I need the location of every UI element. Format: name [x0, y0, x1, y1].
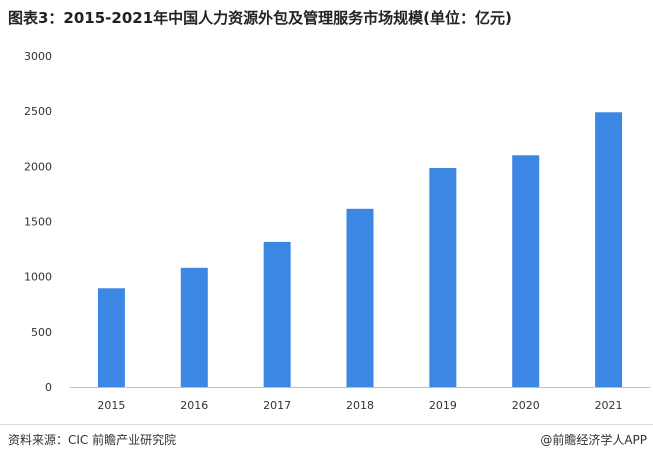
footer-divider	[0, 424, 653, 425]
x-tick-label: 2018	[346, 399, 374, 412]
y-tick-label: 500	[31, 326, 52, 339]
y-tick-label: 1500	[24, 216, 52, 229]
x-tick-label: 2015	[97, 399, 125, 412]
x-axis-ticks: 2015 2016 2017 2018 2019 2020 2021	[97, 399, 622, 412]
y-tick-label: 3000	[24, 50, 52, 63]
brand-mark: @前瞻经济学人APP	[540, 431, 647, 448]
y-tick-label: 1000	[24, 271, 52, 284]
bars	[97, 112, 623, 388]
x-tick-label: 2016	[180, 399, 208, 412]
bar-2018	[346, 208, 374, 387]
y-tick-label: 2000	[24, 160, 52, 173]
bar-2021	[595, 112, 623, 388]
y-tick-label: 2500	[24, 105, 52, 118]
y-tick-label: 0	[45, 381, 52, 394]
source-note: 资料来源：CIC 前瞻产业研究院	[8, 433, 177, 447]
brand-label: @前瞻经济学人APP	[540, 433, 647, 447]
y-axis-ticks: 0 500 1000 1500 2000 2500 3000	[24, 50, 52, 394]
x-tick-label: 2021	[595, 399, 623, 412]
x-tick-label: 2017	[263, 399, 291, 412]
bar-2020	[512, 155, 540, 387]
chart-title: 图表3：2015-2021年中国人力资源外包及管理服务市场规模(单位：亿元)	[8, 9, 512, 27]
x-tick-label: 2019	[429, 399, 457, 412]
bar-2017	[263, 241, 291, 387]
bar-2019	[429, 167, 457, 387]
bar-2015	[97, 288, 125, 387]
bar-2016	[180, 267, 208, 387]
x-tick-label: 2020	[512, 399, 540, 412]
